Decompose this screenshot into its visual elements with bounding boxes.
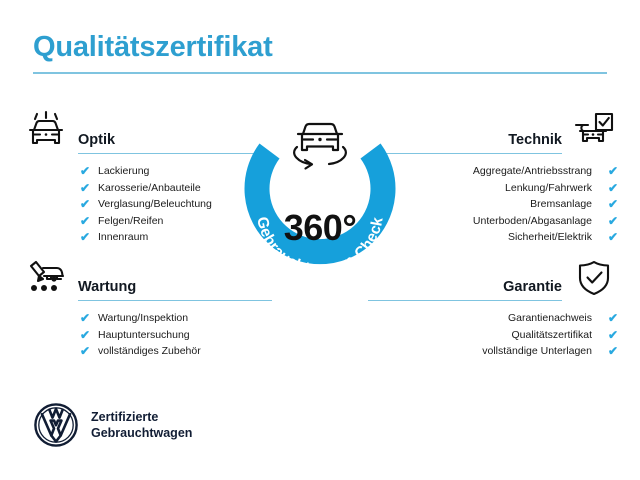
check-icon: ✔	[607, 230, 618, 244]
pen-car-checklist-icon	[22, 255, 70, 301]
car-rotate-icon	[293, 122, 347, 170]
section-title-wartung: Wartung	[78, 278, 137, 295]
section-title-garantie: Garantie	[503, 278, 562, 295]
car-lift-check-icon	[570, 108, 618, 154]
check-icon: ✔	[80, 344, 91, 358]
vw-certified-lockup: Zertifizierte Gebrauchtwagen	[33, 402, 192, 448]
section-title-wrap-technik: Technik	[368, 131, 570, 154]
check-icon: ✔	[80, 197, 91, 211]
page-title-block: Qualitätszertifikat	[33, 30, 607, 74]
list-item: ✔ vollständiges Zubehör	[80, 343, 272, 360]
list-item-label: Karosserie/Anbauteile	[98, 181, 201, 194]
checklist-technik: ✔ Aggregate/Antriebsstrang ✔ Lenkung/Fah…	[368, 163, 618, 246]
list-item-label: Hauptuntersuchung	[98, 328, 190, 341]
section-title-wrap-garantie: Garantie	[368, 278, 570, 301]
car-shine-icon	[22, 108, 70, 154]
list-item: ✔ Aggregate/Antriebsstrang	[368, 163, 618, 180]
list-item-label: vollständiges Zubehör	[98, 345, 201, 357]
list-item: ✔ Felgen/Reifen	[80, 213, 272, 230]
check-icon: ✔	[80, 164, 91, 178]
list-item: ✔ Lenkung/Fahrwerk	[368, 180, 618, 197]
section-header-optik: Optik	[22, 108, 272, 154]
list-item-label: Wartung/Inspektion	[98, 312, 189, 324]
list-item: ✔ Unterboden/Abgasanlage	[368, 213, 618, 230]
check-icon: ✔	[80, 180, 91, 195]
section-optik: Optik ✔ Lackierung ✔ Karosserie/Anbautei…	[22, 108, 272, 246]
page-title: Qualitätszertifikat	[33, 31, 273, 63]
section-header-garantie: Garantie	[368, 255, 618, 301]
list-item: ✔ Hauptuntersuchung	[80, 327, 272, 344]
badge-degrees-label: 360°	[283, 207, 357, 248]
list-item-label: Aggregate/Antriebsstrang	[472, 165, 592, 177]
list-item-label: Lenkung/Fahrwerk	[505, 181, 592, 194]
check-icon: ✔	[607, 213, 618, 228]
list-item: ✔ Innenraum	[80, 229, 272, 246]
list-item: ✔ Bremsanlage	[368, 196, 618, 213]
check-icon: ✔	[80, 311, 91, 325]
list-item-label: Sicherheit/Elektrik	[507, 231, 592, 243]
check-icon: ✔	[607, 344, 618, 358]
list-item: ✔ Lackierung	[80, 163, 272, 180]
list-item-label: Unterboden/Abgasanlage	[472, 214, 592, 227]
list-item: ✔ Verglasung/Beleuchtung	[80, 196, 272, 213]
list-item: ✔ Karosserie/Anbauteile	[80, 180, 272, 197]
check-icon: ✔	[607, 327, 618, 342]
list-item-label: Innenraum	[98, 231, 149, 243]
shield-check-icon	[570, 255, 618, 301]
section-title-wrap-wartung: Wartung	[70, 278, 272, 301]
list-item: ✔ Wartung/Inspektion	[80, 310, 272, 327]
check-icon: ✔	[80, 213, 91, 228]
list-item: ✔ vollständige Unterlagen	[368, 343, 618, 360]
vw-certified-line1: Zertifizierte	[91, 410, 159, 424]
list-item-label: Garantienachweis	[507, 312, 592, 324]
vw-certified-line2: Gebrauchtwagen	[91, 426, 193, 440]
title-divider	[33, 72, 607, 74]
check-icon: ✔	[607, 180, 618, 195]
section-header-wartung: Wartung	[22, 255, 272, 301]
section-garantie: Garantie ✔ Garantienachweis ✔ Qualitätsz…	[368, 255, 618, 360]
list-item: ✔ Qualitätszertifikat	[368, 327, 618, 344]
section-technik: Technik ✔ Aggregate/Antriebsstrang ✔ Len…	[368, 108, 618, 246]
list-item-label: Bremsanlage	[530, 198, 592, 210]
list-item-label: Felgen/Reifen	[98, 214, 164, 227]
checklist-optik: ✔ Lackierung ✔ Karosserie/Anbauteile ✔ V…	[22, 163, 272, 246]
check-icon: ✔	[607, 197, 618, 211]
section-divider-technik	[368, 152, 562, 154]
check-icon: ✔	[80, 327, 91, 342]
list-item: ✔ Garantienachweis	[368, 310, 618, 327]
section-divider-optik	[78, 152, 272, 154]
gebrauchtwagen-check-badge: Gebrauchtwagen-Check 360°	[243, 103, 397, 288]
check-icon: ✔	[607, 164, 618, 178]
section-divider-garantie	[368, 299, 562, 301]
section-title-wrap-optik: Optik	[70, 131, 272, 154]
section-title-technik: Technik	[508, 131, 562, 148]
list-item-label: Verglasung/Beleuchtung	[98, 198, 212, 210]
check-icon: ✔	[80, 230, 91, 244]
section-wartung: Wartung ✔ Wartung/Inspektion ✔ Hauptunte…	[22, 255, 272, 360]
list-item-label: vollständige Unterlagen	[482, 345, 592, 357]
section-title-optik: Optik	[78, 131, 116, 148]
checklist-garantie: ✔ Garantienachweis ✔ Qualitätszertifikat…	[368, 310, 618, 360]
check-icon: ✔	[607, 311, 618, 325]
list-item-label: Qualitätszertifikat	[511, 328, 592, 341]
vw-certified-text: Zertifizierte Gebrauchtwagen	[91, 409, 192, 441]
list-item: ✔ Sicherheit/Elektrik	[368, 229, 618, 246]
section-divider-wartung	[78, 299, 272, 301]
section-header-technik: Technik	[368, 108, 618, 154]
vw-logo	[33, 402, 79, 448]
checklist-wartung: ✔ Wartung/Inspektion ✔ Hauptuntersuchung…	[22, 310, 272, 360]
badge-ring	[244, 143, 396, 265]
list-item-label: Lackierung	[98, 165, 150, 177]
